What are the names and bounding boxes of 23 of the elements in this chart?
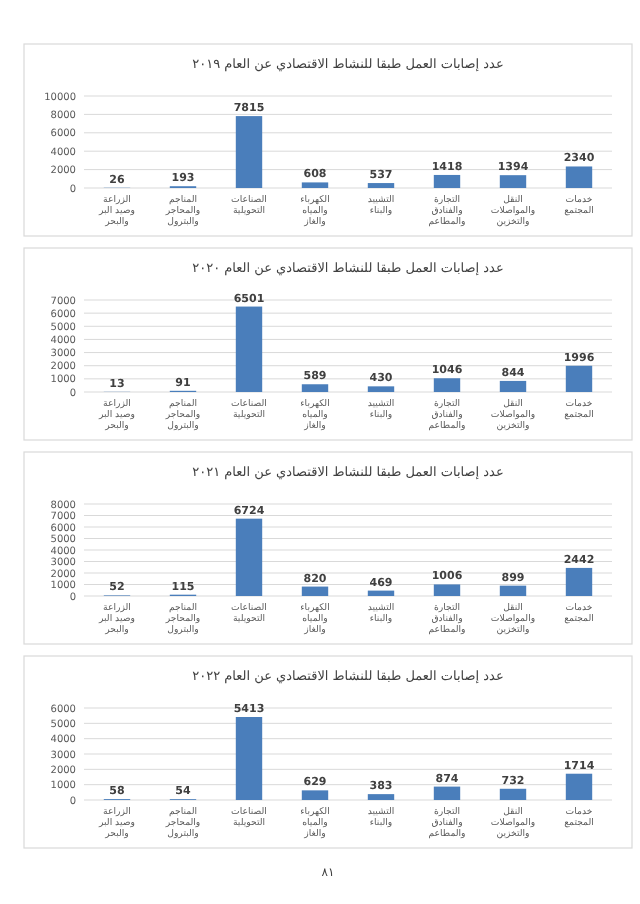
bar <box>301 182 329 188</box>
bar <box>301 384 329 392</box>
bar <box>235 306 263 392</box>
bar <box>433 584 461 596</box>
bar <box>301 790 329 800</box>
bar <box>565 773 593 800</box>
bar <box>499 788 527 800</box>
bar <box>367 590 395 596</box>
bar <box>367 794 395 800</box>
bar <box>499 585 527 596</box>
bar <box>565 567 593 596</box>
bar <box>367 386 395 392</box>
bar <box>235 717 263 800</box>
bar <box>565 365 593 392</box>
bar <box>499 175 527 188</box>
bar <box>433 174 461 188</box>
bar <box>565 166 593 188</box>
bar <box>301 586 329 596</box>
bar <box>433 786 461 800</box>
bar <box>499 380 527 392</box>
bar <box>433 378 461 392</box>
bar <box>235 116 263 188</box>
bar <box>235 518 263 596</box>
